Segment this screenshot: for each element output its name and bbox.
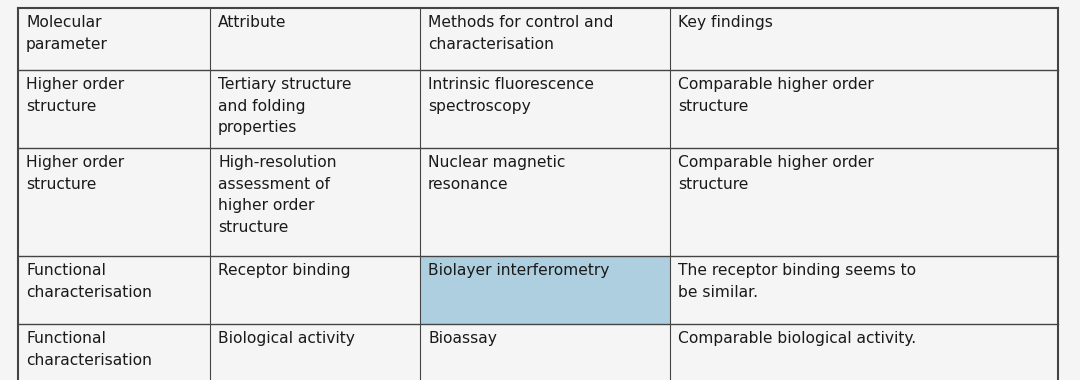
Text: Functional
characterisation: Functional characterisation [26,263,152,299]
Text: Tertiary structure
and folding
properties: Tertiary structure and folding propertie… [218,77,351,135]
Bar [210,256,420,324]
Text: Nuclear magnetic
resonance: Nuclear magnetic resonance [428,155,565,192]
Text: Higher order
structure: Higher order structure [26,155,124,192]
Text: Attribute: Attribute [218,15,286,30]
Bar [670,8,1058,70]
Bar [420,324,670,380]
Text: Comparable biological activity.: Comparable biological activity. [678,331,916,346]
Bar [18,256,210,324]
Text: Receptor binding: Receptor binding [218,263,351,278]
Bar [18,148,210,256]
Bar [210,148,420,256]
Bar [420,70,670,148]
Text: Higher order
structure: Higher order structure [26,77,124,114]
Bar [670,324,1058,380]
Text: Molecular
parameter: Molecular parameter [26,15,108,52]
Text: Methods for control and
characterisation: Methods for control and characterisation [428,15,613,52]
Bar [18,8,210,70]
Text: High-resolution
assessment of
higher order
structure: High-resolution assessment of higher ord… [218,155,337,235]
Bar [670,256,1058,324]
Bar [420,148,670,256]
Bar [210,70,420,148]
Text: Biolayer interferometry: Biolayer interferometry [428,263,609,278]
Bar [18,70,210,148]
Text: Comparable higher order
structure: Comparable higher order structure [678,77,874,114]
Bar [420,8,670,70]
Text: Intrinsic fluorescence
spectroscopy: Intrinsic fluorescence spectroscopy [428,77,594,114]
Bar [670,70,1058,148]
Text: The receptor binding seems to
be similar.: The receptor binding seems to be similar… [678,263,916,299]
Bar [420,256,670,324]
Text: Key findings: Key findings [678,15,773,30]
Bar [18,324,210,380]
Text: Comparable higher order
structure: Comparable higher order structure [678,155,874,192]
Bar [210,324,420,380]
Bar [670,148,1058,256]
Text: Bioassay: Bioassay [428,331,497,346]
Text: Functional
characterisation: Functional characterisation [26,331,152,367]
Text: Biological activity: Biological activity [218,331,355,346]
Bar [210,8,420,70]
